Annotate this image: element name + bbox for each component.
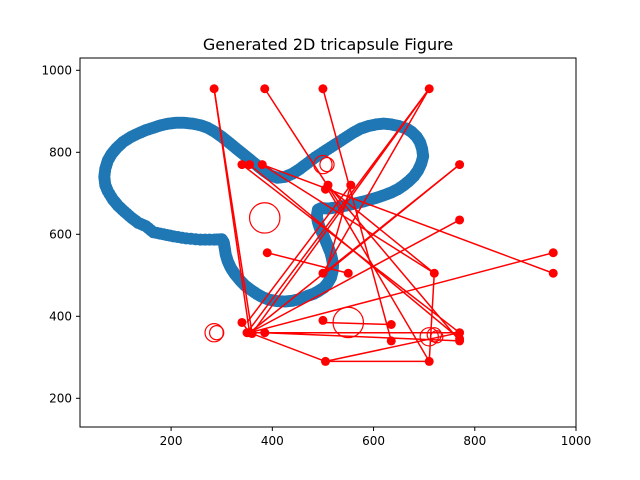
- overlay-segment: [261, 163, 435, 274]
- overlay-segment: [249, 219, 460, 334]
- overlay-segment: [249, 164, 461, 340]
- x-tick-label: 800: [463, 434, 486, 448]
- overlay-point: [318, 268, 328, 278]
- overlay-circle: [430, 330, 444, 344]
- plot-area: [98, 84, 558, 366]
- y-tick-label: 800: [49, 145, 72, 159]
- overlay-point: [346, 180, 356, 190]
- overlay-point: [237, 317, 247, 327]
- overlay-segment: [325, 331, 460, 363]
- x-tick-label: 1000: [561, 434, 592, 448]
- y-tick-label: 400: [49, 309, 72, 323]
- axes-frame: [79, 57, 577, 428]
- overlay-point: [548, 268, 558, 278]
- overlay-segment: [213, 88, 253, 334]
- overlay-point: [318, 84, 328, 94]
- axes: 200 400 600 800 1000 200 400 600 800 1000: [41, 57, 592, 448]
- overlay-circle: [419, 327, 439, 347]
- x-tick-label: 400: [261, 434, 284, 448]
- overlay-point: [242, 328, 252, 338]
- overlay-point: [237, 160, 247, 170]
- overlay-segment: [327, 184, 461, 342]
- overlay-point: [548, 248, 558, 258]
- overlay-point: [455, 336, 465, 346]
- overlay-circle: [319, 156, 335, 173]
- overlay-point: [455, 160, 465, 170]
- x-tick-label: 600: [362, 434, 385, 448]
- chart-title: Generated 2D tricapsule Figure: [203, 35, 453, 54]
- overlay-segment: [322, 321, 392, 326]
- overlay-circle: [332, 306, 365, 339]
- overlay-point: [343, 268, 353, 278]
- overlay-point: [245, 160, 255, 170]
- overlay-point: [320, 356, 330, 366]
- overlay-point: [262, 248, 272, 258]
- overlay-point: [320, 184, 330, 194]
- overlay-circle: [248, 202, 281, 234]
- outline-point: [199, 233, 212, 246]
- overlay-point: [260, 84, 270, 94]
- overlay-segment: [249, 331, 326, 363]
- plot-clip-group: [98, 84, 558, 366]
- overlay-segment: [322, 88, 430, 274]
- overlay-point: [386, 336, 396, 346]
- overlay-point: [318, 315, 328, 325]
- overlay-point: [455, 328, 465, 338]
- overlay-segment: [324, 164, 461, 274]
- y-tick-label: 200: [49, 391, 72, 405]
- overlay-segment: [249, 252, 554, 334]
- overlay-segment: [428, 273, 436, 362]
- overlay-segment: [324, 184, 430, 362]
- overlay-segment: [261, 163, 554, 274]
- y-tick-label: 600: [49, 227, 72, 241]
- overlay-circle: [313, 154, 333, 175]
- overlay-circle: [208, 325, 225, 341]
- overlay-point: [209, 84, 219, 94]
- overlay-segment: [267, 252, 349, 274]
- overlay-segment: [324, 184, 435, 274]
- overlay-point: [424, 356, 434, 366]
- overlay-point: [429, 268, 439, 278]
- overlay-point: [257, 160, 267, 170]
- overlay-point: [424, 84, 434, 94]
- y-tick-label: 1000: [41, 63, 72, 77]
- overlay-point: [455, 215, 465, 225]
- x-tick-label: 200: [160, 434, 183, 448]
- overlay-segment: [324, 184, 352, 274]
- overlay-point: [260, 328, 270, 338]
- overlay-point: [386, 320, 396, 329]
- overlay-segment: [246, 184, 352, 323]
